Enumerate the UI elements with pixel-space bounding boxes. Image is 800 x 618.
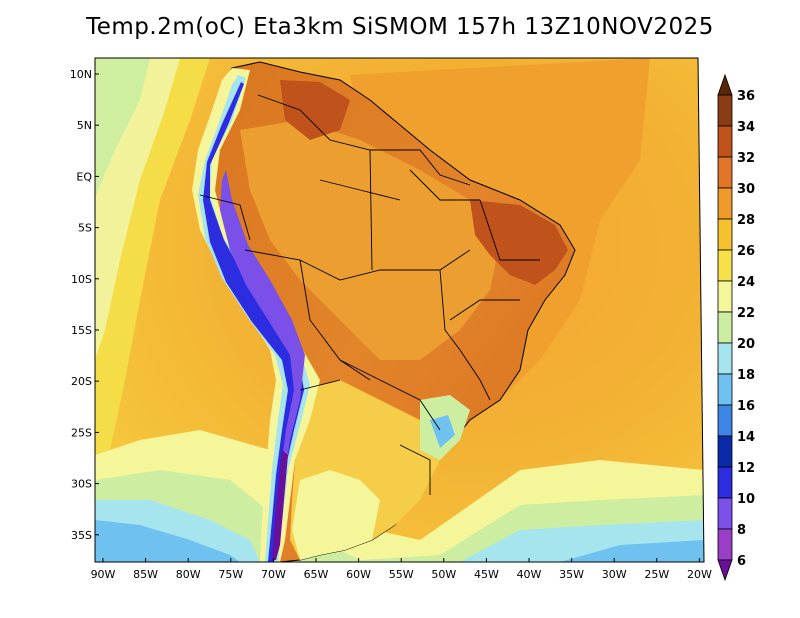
lat-tick-label: 35S [71, 529, 92, 542]
colorbar-segment [717, 218, 733, 251]
lat-tick-label: 10N [70, 68, 92, 81]
colorbar: 36 34 32 30 28 26 24 22 20 18 16 14 12 10 8 6 [717, 73, 755, 582]
pacific-green-zone [95, 58, 150, 200]
lon-tick-label: 65W [304, 568, 329, 581]
lon-tick-label: 85W [133, 568, 158, 581]
longitude-axis: 90W 85W 80W 75W 70W 65W 60W 55W 50W 45W 40W 35W 30W 2… [91, 558, 712, 581]
colorbar-label: 22 [737, 306, 755, 321]
colorbar-segment [717, 497, 733, 530]
lon-tick-label: 25W [644, 568, 669, 581]
lat-tick-label: 25S [71, 426, 92, 439]
andes-core [203, 82, 304, 562]
colorbar-segment [717, 435, 733, 468]
colorbar-segment [717, 125, 733, 158]
lon-tick-label: 70W [261, 568, 286, 581]
colorbar-segment [717, 404, 733, 437]
colorbar-label: 18 [737, 368, 755, 383]
colorbar-segment [717, 466, 733, 499]
southern-cone-cool [292, 470, 380, 560]
lat-tick-label: 20S [71, 375, 92, 388]
lon-tick-label: 35W [559, 568, 584, 581]
colorbar-segment [717, 249, 733, 282]
map-title: Temp.2m(oC) Eta3km SiSMOM 157h 13Z10NOV2… [86, 14, 714, 40]
lat-tick-label: 5N [77, 119, 92, 132]
colorbar-segment [717, 342, 733, 375]
map-frame [94, 57, 705, 563]
colorbar-label: 34 [737, 120, 755, 135]
lon-tick-label: 50W [431, 568, 456, 581]
northeast-hot-core [470, 200, 568, 285]
lat-tick-label: 30S [71, 478, 92, 491]
colorbar-segment [717, 156, 733, 189]
lat-tick-label: 10S [71, 273, 92, 286]
lon-tick-label: 75W [218, 568, 243, 581]
south-cool-band-5 [95, 520, 240, 562]
colorbar-segment [717, 528, 733, 561]
lon-tick-label: 45W [474, 568, 499, 581]
colorbar-segment [717, 94, 733, 127]
andes-summit [272, 450, 288, 560]
lon-tick-label: 90W [91, 568, 116, 581]
colorbar-label: 6 [737, 554, 746, 569]
colorbar-bottom-arrow [717, 559, 733, 582]
map-field [95, 58, 704, 562]
latitude-axis: 10N 5N EQ 5S 10S 15S 20S 25S 30S 35S [70, 68, 99, 542]
colorbar-segment [717, 373, 733, 406]
interior-mild-zone [240, 120, 500, 360]
colorbar-label: 26 [737, 244, 755, 259]
lon-tick-label: 30W [602, 568, 627, 581]
colorbar-segment [717, 280, 733, 313]
colorbar-top-arrow [717, 73, 733, 96]
lon-tick-label: 60W [346, 568, 371, 581]
colorbar-label: 16 [737, 399, 755, 414]
colorbar-segment [717, 187, 733, 220]
lat-tick-label: EQ [76, 170, 92, 183]
colorbar-label: 30 [737, 182, 755, 197]
colorbar-label: 32 [737, 151, 755, 166]
colorbar-segment [717, 311, 733, 344]
colorbar-label: 20 [737, 337, 755, 352]
lon-tick-label: 80W [176, 568, 201, 581]
north-hot-core [280, 80, 350, 140]
lon-tick-label: 55W [389, 568, 414, 581]
lon-tick-label: 40W [517, 568, 542, 581]
lon-tick-label: 20W [687, 568, 712, 581]
political-borders [199, 94, 540, 495]
colorbar-label: 24 [737, 275, 755, 290]
south-cool-band-6 [560, 540, 704, 562]
lat-tick-label: 15S [71, 324, 92, 337]
colorbar-label: 14 [737, 430, 755, 445]
colorbar-label: 10 [737, 492, 755, 507]
colorbar-label: 12 [737, 461, 755, 476]
colorbar-label: 36 [737, 89, 755, 104]
southeast-highlands-blue [430, 415, 455, 448]
lat-tick-label: 5S [78, 222, 92, 235]
colorbar-label: 8 [737, 523, 746, 538]
colorbar-label: 28 [737, 213, 755, 228]
